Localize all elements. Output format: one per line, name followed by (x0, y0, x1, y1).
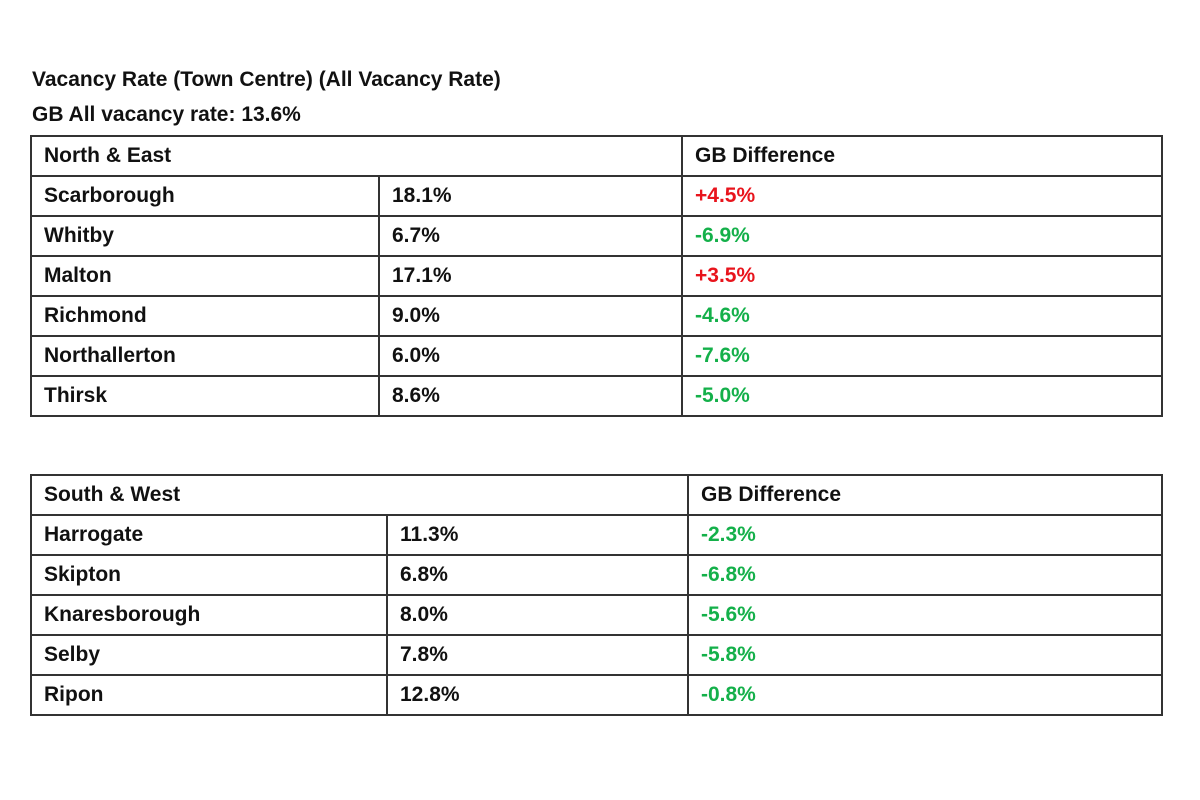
vacancy-rate: 18.1% (378, 175, 683, 217)
south-west-table: South & West GB Difference Harrogate 11.… (30, 474, 1163, 716)
town-name: Knaresborough (30, 594, 388, 636)
town-name: Whitby (30, 215, 380, 257)
table-header-row: North & East GB Difference (30, 135, 1163, 177)
table-row: Knaresborough 8.0% -5.6% (30, 594, 1163, 636)
vacancy-rate: 6.7% (378, 215, 683, 257)
gb-difference: -2.3% (687, 514, 1163, 556)
vacancy-rate: 8.0% (386, 594, 689, 636)
gb-difference-header: GB Difference (687, 474, 1163, 516)
vacancy-rate: 9.0% (378, 295, 683, 337)
table-row: Skipton 6.8% -6.8% (30, 554, 1163, 596)
town-name: Ripon (30, 674, 388, 716)
town-name: Malton (30, 255, 380, 297)
table-row: Whitby 6.7% -6.9% (30, 215, 1163, 257)
gb-difference: -6.9% (681, 215, 1163, 257)
document-title: Vacancy Rate (Town Centre) (All Vacancy … (32, 68, 501, 91)
town-name: Northallerton (30, 335, 380, 377)
vacancy-rate: 11.3% (386, 514, 689, 556)
gb-difference: -5.8% (687, 634, 1163, 676)
table-row: Scarborough 18.1% +4.5% (30, 175, 1163, 217)
vacancy-rate: 12.8% (386, 674, 689, 716)
table-row: Malton 17.1% +3.5% (30, 255, 1163, 297)
town-name: Richmond (30, 295, 380, 337)
town-name: Scarborough (30, 175, 380, 217)
vacancy-rate: 8.6% (378, 375, 683, 417)
town-name: Skipton (30, 554, 388, 596)
gb-difference: -5.0% (681, 375, 1163, 417)
gb-difference-header: GB Difference (681, 135, 1163, 177)
vacancy-rate: 6.0% (378, 335, 683, 377)
vacancy-rate: 6.8% (386, 554, 689, 596)
table-row: Northallerton 6.0% -7.6% (30, 335, 1163, 377)
gb-difference: -4.6% (681, 295, 1163, 337)
region-header: South & West (30, 474, 689, 516)
table-row: Ripon 12.8% -0.8% (30, 674, 1163, 716)
town-name: Thirsk (30, 375, 380, 417)
north-east-table: North & East GB Difference Scarborough 1… (30, 135, 1163, 417)
gb-difference: +3.5% (681, 255, 1163, 297)
town-name: Harrogate (30, 514, 388, 556)
gb-difference: -6.8% (687, 554, 1163, 596)
table-row: Selby 7.8% -5.8% (30, 634, 1163, 676)
table-header-row: South & West GB Difference (30, 474, 1163, 516)
vacancy-rate: 7.8% (386, 634, 689, 676)
table-row: Richmond 9.0% -4.6% (30, 295, 1163, 337)
gb-difference: +4.5% (681, 175, 1163, 217)
gb-difference: -5.6% (687, 594, 1163, 636)
table-row: Harrogate 11.3% -2.3% (30, 514, 1163, 556)
table-row: Thirsk 8.6% -5.0% (30, 375, 1163, 417)
region-header: North & East (30, 135, 683, 177)
town-name: Selby (30, 634, 388, 676)
gb-vacancy-rate-subtitle: GB All vacancy rate: 13.6% (32, 103, 301, 126)
gb-difference: -7.6% (681, 335, 1163, 377)
gb-difference: -0.8% (687, 674, 1163, 716)
vacancy-rate: 17.1% (378, 255, 683, 297)
